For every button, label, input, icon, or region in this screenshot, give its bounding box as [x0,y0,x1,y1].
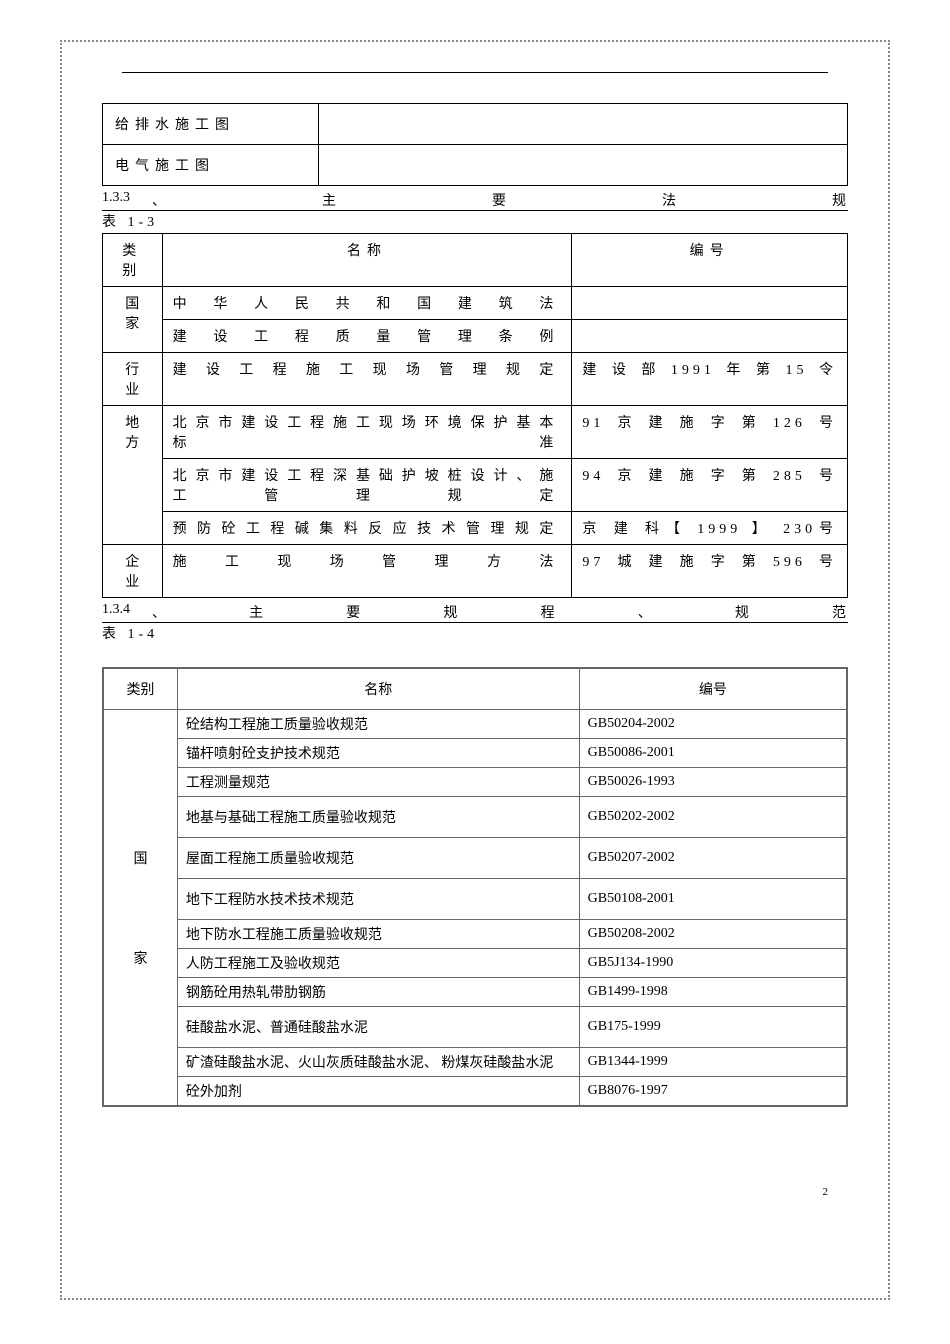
table-cell-code: GB175-1999 [579,1007,847,1048]
table-cell-code: 建设部1991年第15令 [572,353,848,406]
table-cell-code: GB50202-2002 [579,797,847,838]
table-row: 地下防水工程施工质量验收规范GB50208-2002 [103,920,847,949]
table-cell: 给排水施工图 [103,104,319,145]
table-cell-name: 砼外加剂 [177,1077,579,1107]
table-cell-name: 中华人民共和国建筑法 [162,287,572,320]
table-133: 类别 名称 编号 国家中华人民共和国建筑法建设工程质量管理条例行业建设工程施工现… [102,233,848,598]
table-cell-name: 建设工程施工现场管理规定 [162,353,572,406]
table-cell-name: 北京市建设工程施工现场环境保护基本标准 [162,406,572,459]
table-cell-name: 建设工程质量管理条例 [162,320,572,353]
table-header-cat: 类别 [103,234,163,287]
section-133-header: 1.3.3 、主要法规 [102,190,848,211]
table-row: 北京市建设工程深基础护坡桩设计、施工管理规定94京建施字第285号 [103,459,848,512]
table-cell-code: GB5J134-1990 [579,949,847,978]
page-container: 给排水施工图电气施工图 1.3.3 、主要法规 表 1-3 类别 名称 编号 国… [60,40,890,1300]
table-cell-code: 94京建施字第285号 [572,459,848,512]
table-134: 类别 名称 编号 国家砼结构工程施工质量验收规范GB50204-2002锚杆喷射… [102,667,848,1107]
table-row: 工程测量规范GB50026-1993 [103,768,847,797]
table-row: 矿渣硅酸盐水泥、火山灰质硅酸盐水泥、 粉煤灰硅酸盐水泥GB1344-1999 [103,1048,847,1077]
table-row: 类别 名称 编号 [103,668,847,710]
table-header-code: 编号 [579,668,847,710]
table-cell [319,145,848,186]
table-row: 地下工程防水技术技术规范GB50108-2001 [103,879,847,920]
table-row: 砼外加剂GB8076-1997 [103,1077,847,1107]
table-cell-name: 砼结构工程施工质量验收规范 [177,710,579,739]
table-row: 人防工程施工及验收规范GB5J134-1990 [103,949,847,978]
top-horizontal-rule [122,72,828,73]
table-cell-code: GB1499-1998 [579,978,847,1007]
table-cell-cat: 国家 [103,710,177,1107]
table-cell-name: 北京市建设工程深基础护坡桩设计、施工管理规定 [162,459,572,512]
table-cell-code: GB8076-1997 [579,1077,847,1107]
table-cell-name: 矿渣硅酸盐水泥、火山灰质硅酸盐水泥、 粉煤灰硅酸盐水泥 [177,1048,579,1077]
table-header-code: 编号 [572,234,848,287]
table-row: 行业建设工程施工现场管理规定建设部1991年第15令 [103,353,848,406]
table-cell-code: GB1344-1999 [579,1048,847,1077]
table-row: 电气施工图 [103,145,848,186]
table-cell-name: 地下防水工程施工质量验收规范 [177,920,579,949]
table-cell-name: 屋面工程施工质量验收规范 [177,838,579,879]
table-134-wrap: 类别 名称 编号 国家砼结构工程施工质量验收规范GB50204-2002锚杆喷射… [102,667,848,1107]
table-row: 国家砼结构工程施工质量验收规范GB50204-2002 [103,710,847,739]
table-cell-code: GB50207-2002 [579,838,847,879]
section-134-title: 、主要规程、规范 [150,602,848,622]
table-header-name: 名称 [162,234,572,287]
table-cell-name: 施工现场管理方法 [162,545,572,598]
table-cell-code: 97城建施字第596号 [572,545,848,598]
section-133-number: 1.3.3 [102,190,150,210]
table-cell-name: 锚杆喷射砼支护技术规范 [177,739,579,768]
top-drawing-table: 给排水施工图电气施工图 [102,103,848,186]
table-134-ref: 表 1-4 [102,623,848,643]
table-cell-name: 预防砼工程碱集料反应技术管理规定 [162,512,572,545]
table-row: 锚杆喷射砼支护技术规范GB50086-2001 [103,739,847,768]
table-cell-code: GB50026-1993 [579,768,847,797]
table-cell-name: 硅酸盐水泥、普通硅酸盐水泥 [177,1007,579,1048]
table-row: 钢筋砼用热轧带肋钢筋GB1499-1998 [103,978,847,1007]
table-row: 预防砼工程碱集料反应技术管理规定京 建 科【 1999 】 230号 [103,512,848,545]
table-cell-cat: 行业 [103,353,163,406]
table-row: 类别 名称 编号 [103,234,848,287]
table-row: 硅酸盐水泥、普通硅酸盐水泥GB175-1999 [103,1007,847,1048]
table-row: 给排水施工图 [103,104,848,145]
table-cell-name: 钢筋砼用热轧带肋钢筋 [177,978,579,1007]
table-header-cat: 类别 [103,668,177,710]
table-cell-code: 91京建施字第126号 [572,406,848,459]
table-header-name: 名称 [177,668,579,710]
table-cell-cat: 国家 [103,287,163,353]
table-row: 屋面工程施工质量验收规范GB50207-2002 [103,838,847,879]
table-cell-code: 京 建 科【 1999 】 230号 [572,512,848,545]
page-number: 2 [823,1186,829,1198]
table-row: 地基与基础工程施工质量验收规范GB50202-2002 [103,797,847,838]
table-row: 建设工程质量管理条例 [103,320,848,353]
table-cell-code: GB50208-2002 [579,920,847,949]
table-cell-name: 人防工程施工及验收规范 [177,949,579,978]
table-cell-name: 工程测量规范 [177,768,579,797]
section-134-number: 1.3.4 [102,602,150,622]
table-cell-cat: 企业 [103,545,163,598]
table-cell-name: 地基与基础工程施工质量验收规范 [177,797,579,838]
table-cell-name: 地下工程防水技术技术规范 [177,879,579,920]
table-row: 企业施工现场管理方法97城建施字第596号 [103,545,848,598]
section-133-title: 、主要法规 [150,190,848,210]
table-row: 地方北京市建设工程施工现场环境保护基本标准91京建施字第126号 [103,406,848,459]
table-cell-code: GB50108-2001 [579,879,847,920]
table-row: 国家中华人民共和国建筑法 [103,287,848,320]
table-cell: 电气施工图 [103,145,319,186]
table-cell [319,104,848,145]
table-cell-cat: 地方 [103,406,163,545]
table-cell-code: GB50204-2002 [579,710,847,739]
section-134-header: 1.3.4 、主要规程、规范 [102,602,848,623]
table-cell-code [572,320,848,353]
table-cell-code: GB50086-2001 [579,739,847,768]
table-133-ref: 表 1-3 [102,211,848,231]
table-cell-code [572,287,848,320]
